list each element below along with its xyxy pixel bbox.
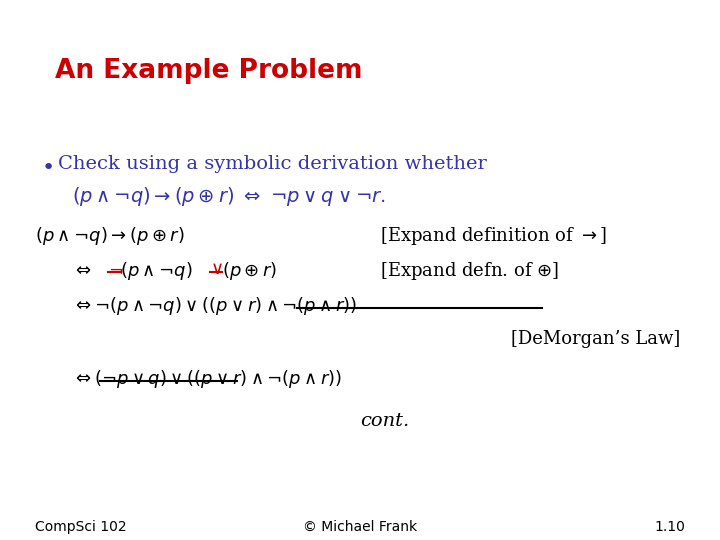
Text: $(p \wedge \neg q) \rightarrow (p \oplus r)\ \Leftrightarrow\ \neg p \vee q \vee: $(p \wedge \neg q) \rightarrow (p \oplus…: [72, 185, 386, 208]
Text: Check using a symbolic derivation whether: Check using a symbolic derivation whethe…: [58, 155, 487, 173]
Text: $\Leftrightarrow \neg(p \wedge \neg q) \vee ((p \vee r) \wedge \neg(p \wedge r)): $\Leftrightarrow \neg(p \wedge \neg q) \…: [72, 295, 357, 317]
Text: $\Leftrightarrow$: $\Leftrightarrow$: [72, 260, 91, 278]
Text: © Michael Frank: © Michael Frank: [303, 520, 417, 534]
Text: $(p \oplus r)$: $(p \oplus r)$: [222, 260, 277, 282]
Text: [Expand defn. of $\oplus$]: [Expand defn. of $\oplus$]: [380, 260, 559, 282]
Text: •: •: [42, 158, 55, 178]
Text: An Example Problem: An Example Problem: [55, 58, 362, 84]
Text: [DeMorgan’s Law]: [DeMorgan’s Law]: [510, 330, 680, 348]
Text: 1.10: 1.10: [654, 520, 685, 534]
Text: $\neg$: $\neg$: [108, 260, 123, 278]
Text: CompSci 102: CompSci 102: [35, 520, 127, 534]
Text: $\vee$: $\vee$: [210, 260, 223, 278]
Text: cont.: cont.: [360, 412, 409, 430]
Text: $(p \wedge \neg q)$: $(p \wedge \neg q)$: [120, 260, 192, 282]
Text: $(p \wedge \neg q) \rightarrow (p \oplus r)$: $(p \wedge \neg q) \rightarrow (p \oplus…: [35, 225, 184, 247]
Text: [Expand definition of $\rightarrow$]: [Expand definition of $\rightarrow$]: [380, 225, 607, 247]
Text: $\Leftrightarrow (\neg p \vee q) \vee ((p \vee r) \wedge \neg(p \wedge r))$: $\Leftrightarrow (\neg p \vee q) \vee ((…: [72, 368, 342, 390]
